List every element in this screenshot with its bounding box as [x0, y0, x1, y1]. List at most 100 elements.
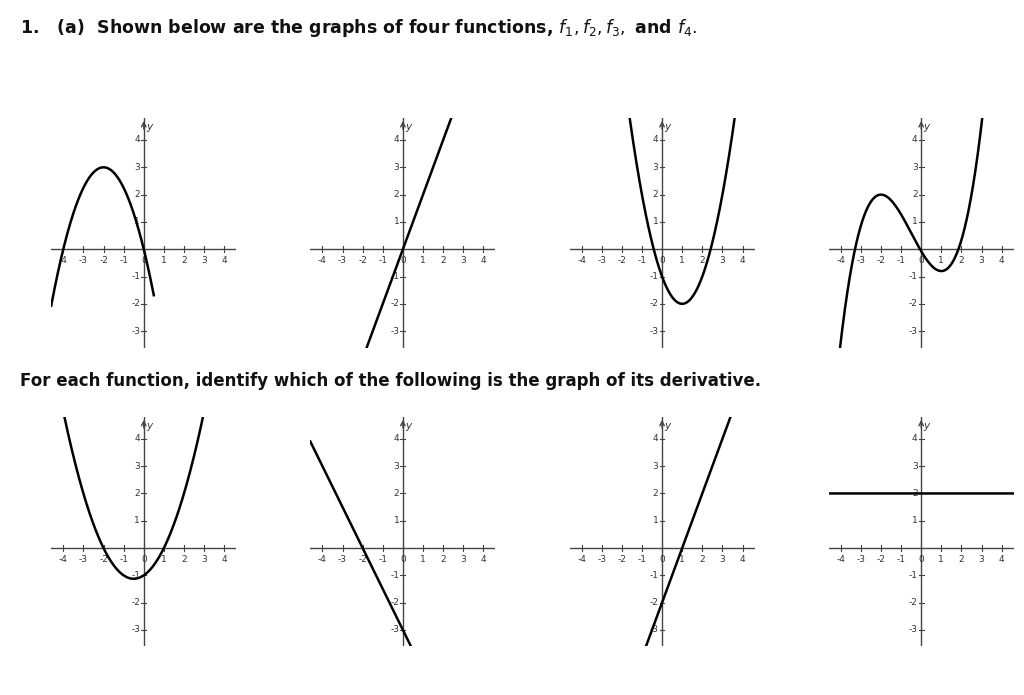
Text: 2: 2 — [912, 190, 918, 199]
Text: 1: 1 — [134, 516, 140, 525]
Text: $y = f_2(x)$: $y = f_2(x)$ — [372, 434, 434, 454]
Text: 2: 2 — [440, 555, 446, 564]
Text: -3: -3 — [79, 555, 88, 564]
Text: 1: 1 — [652, 516, 658, 525]
Text: 1: 1 — [134, 218, 140, 227]
Text: 4: 4 — [739, 256, 745, 265]
Text: -4: -4 — [318, 256, 327, 265]
Text: -3: -3 — [338, 256, 347, 265]
Text: 4: 4 — [134, 434, 140, 443]
Text: 1: 1 — [393, 218, 399, 227]
Text: 1: 1 — [679, 256, 685, 265]
Text: -1: -1 — [119, 256, 128, 265]
Text: 4: 4 — [653, 136, 658, 145]
Text: 0: 0 — [659, 256, 665, 265]
Text: 0: 0 — [141, 256, 146, 265]
Text: -1: -1 — [897, 555, 905, 564]
Text: 2: 2 — [653, 489, 658, 498]
Text: 4: 4 — [480, 555, 486, 564]
Text: 1: 1 — [911, 218, 918, 227]
Text: 3: 3 — [720, 256, 725, 265]
Text: -2: -2 — [649, 598, 658, 607]
Text: 2: 2 — [440, 256, 446, 265]
Text: 4: 4 — [393, 136, 399, 145]
Text: -3: -3 — [338, 555, 347, 564]
Text: -3: -3 — [908, 626, 918, 635]
Text: -4: -4 — [578, 256, 586, 265]
Text: 1: 1 — [420, 555, 426, 564]
Text: -1: -1 — [908, 571, 918, 580]
Text: 3: 3 — [202, 256, 207, 265]
Text: y: y — [924, 122, 930, 132]
Text: 2: 2 — [134, 190, 140, 199]
Text: -3: -3 — [597, 555, 606, 564]
Text: -4: -4 — [837, 256, 845, 265]
Text: -1: -1 — [637, 256, 646, 265]
Text: -2: -2 — [877, 256, 886, 265]
Text: -2: -2 — [99, 555, 108, 564]
Text: -2: -2 — [390, 300, 399, 309]
Text: 2: 2 — [393, 190, 399, 199]
Text: -4: -4 — [58, 256, 68, 265]
Text: -3: -3 — [856, 555, 865, 564]
Text: -2: -2 — [617, 555, 627, 564]
Text: 2: 2 — [181, 555, 186, 564]
Text: -3: -3 — [390, 626, 399, 635]
Text: 1: 1 — [938, 555, 944, 564]
Text: 3: 3 — [202, 555, 207, 564]
Text: -1: -1 — [649, 571, 658, 580]
Text: -2: -2 — [358, 555, 367, 564]
Text: 4: 4 — [653, 434, 658, 443]
Text: 0: 0 — [141, 555, 146, 564]
Text: 2: 2 — [958, 256, 965, 265]
Text: 2: 2 — [958, 555, 965, 564]
Text: 1: 1 — [420, 256, 426, 265]
Text: -1: -1 — [119, 555, 128, 564]
Text: 3: 3 — [979, 555, 984, 564]
Text: -3: -3 — [649, 327, 658, 336]
Text: 3: 3 — [652, 163, 658, 172]
Text: -2: -2 — [877, 555, 886, 564]
Text: -2: -2 — [649, 300, 658, 309]
Text: 3: 3 — [911, 461, 918, 471]
Text: -1: -1 — [390, 272, 399, 281]
Text: 1: 1 — [161, 256, 167, 265]
Text: 4: 4 — [221, 555, 227, 564]
Text: -2: -2 — [908, 300, 918, 309]
Text: -2: -2 — [390, 598, 399, 607]
Text: 4: 4 — [739, 555, 745, 564]
Text: $y = f_4(x)$: $y = f_4(x)$ — [890, 434, 952, 454]
Text: -4: -4 — [58, 555, 68, 564]
Text: $y = f_3(x)$: $y = f_3(x)$ — [631, 434, 693, 454]
Text: 2: 2 — [393, 489, 399, 498]
Text: 2: 2 — [181, 256, 186, 265]
Text: 0: 0 — [400, 555, 406, 564]
Text: -3: -3 — [908, 327, 918, 336]
Text: y: y — [665, 421, 671, 431]
Text: 2: 2 — [653, 190, 658, 199]
Text: -2: -2 — [617, 256, 627, 265]
Text: 3: 3 — [911, 163, 918, 172]
Text: 3: 3 — [461, 256, 466, 265]
Text: -2: -2 — [358, 256, 367, 265]
Text: -3: -3 — [649, 626, 658, 635]
Text: y: y — [406, 421, 412, 431]
Text: -2: -2 — [131, 300, 140, 309]
Text: 1.   (a)  Shown below are the graphs of four functions, $f_1, f_2, f_3,$ and $f_: 1. (a) Shown below are the graphs of fou… — [20, 17, 697, 40]
Text: $y = f_1(x)$: $y = f_1(x)$ — [113, 434, 175, 454]
Text: 1: 1 — [393, 516, 399, 525]
Text: 3: 3 — [134, 461, 140, 471]
Text: 2: 2 — [699, 555, 706, 564]
Text: -1: -1 — [131, 272, 140, 281]
Text: 4: 4 — [912, 434, 918, 443]
Text: y: y — [146, 421, 153, 431]
Text: -1: -1 — [131, 571, 140, 580]
Text: 1: 1 — [652, 218, 658, 227]
Text: y: y — [146, 122, 153, 132]
Text: 1: 1 — [161, 555, 167, 564]
Text: 4: 4 — [393, 434, 399, 443]
Text: -1: -1 — [908, 272, 918, 281]
Text: -3: -3 — [131, 626, 140, 635]
Text: -2: -2 — [99, 256, 108, 265]
Text: 1: 1 — [938, 256, 944, 265]
